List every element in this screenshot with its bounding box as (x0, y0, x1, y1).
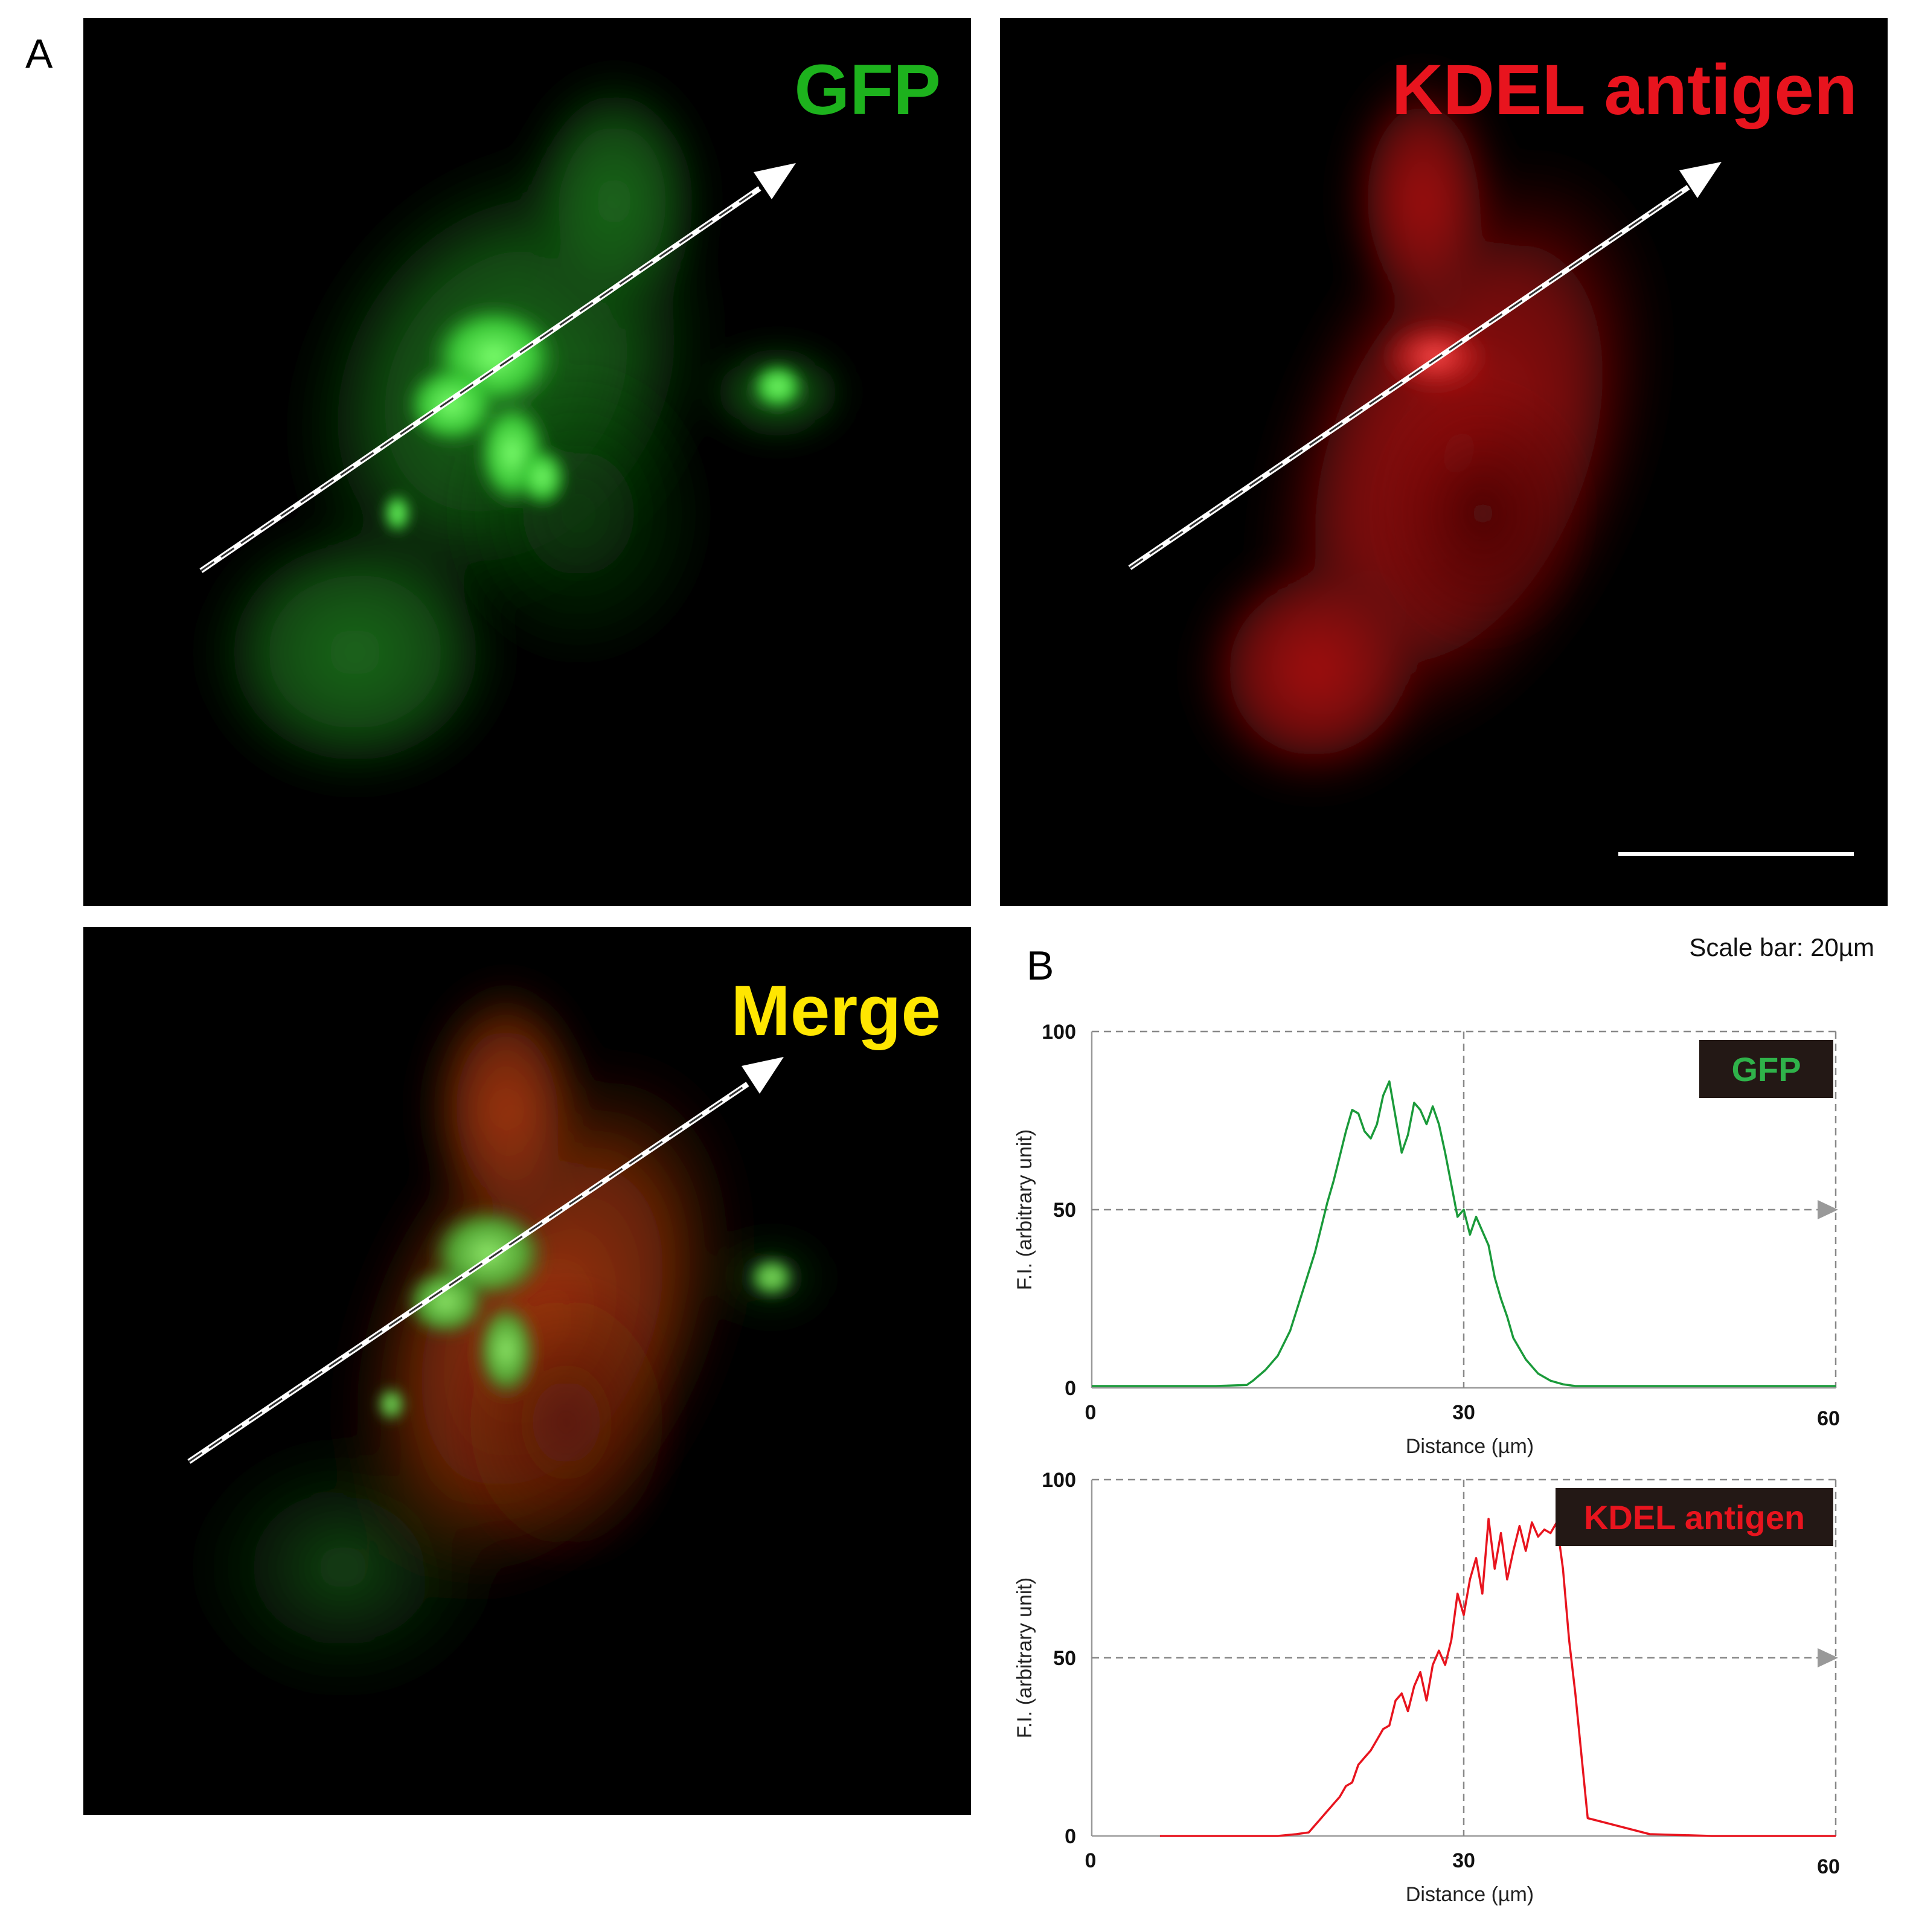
kdel-micrograph: KDEL antigen (1000, 18, 1888, 906)
kdel-x-tick-label: 60 (1817, 1855, 1840, 1878)
kdel-hgrid-arrowhead (1818, 1648, 1838, 1667)
kdel-x-tick-label: 30 (1452, 1849, 1475, 1872)
gfp-image-label: GFP (794, 50, 941, 130)
gfp-hgrid-arrowhead (1818, 1200, 1838, 1219)
scale-bar-caption: Scale bar: 20µm (1689, 933, 1874, 961)
kdel-x-axis-title: Distance (µm) (1406, 1883, 1534, 1906)
gfp-y-tick-label: 0 (1065, 1377, 1076, 1400)
gfp-micrograph: GFP (83, 18, 971, 906)
kdel-y-tick-label: 0 (1065, 1825, 1076, 1848)
kdel-profile-chart: 0 50 100 0 30 60 Distance (µm) F.I. (arbitrary … (1002, 1462, 1896, 1921)
merge-image-label: Merge (731, 971, 941, 1051)
gfp-x-tick-label: 30 (1452, 1401, 1475, 1424)
panel-letter-a: A (25, 31, 53, 77)
gfp-profile-svg: 0 50 100 0 30 60 Distance (µm) F.I. (arbitrary … (1013, 1021, 1840, 1458)
kdel-y-axis-title: F.I. (arbitrary unit) (1013, 1577, 1036, 1738)
merge-micrograph: Merge (83, 927, 971, 1815)
kdel-y-tick-label: 50 (1053, 1647, 1076, 1670)
panel-letter-b: B (1027, 943, 1054, 989)
gfp-x-tick-label: 0 (1085, 1401, 1097, 1424)
gfp-legend-label: GFP (1731, 1050, 1801, 1088)
gfp-legend-box (1699, 1040, 1833, 1098)
gfp-x-axis-title: Distance (µm) (1406, 1435, 1534, 1458)
kdel-profile-svg: 0 50 100 0 30 60 Distance (µm) F.I. (arbitrary … (1013, 1469, 1840, 1906)
gfp-y-tick-label: 100 (1042, 1021, 1076, 1044)
gfp-y-tick-label: 50 (1053, 1199, 1076, 1222)
gfp-x-tick-label: 60 (1817, 1407, 1840, 1430)
gfp-y-axis-title: F.I. (arbitrary unit) (1013, 1129, 1036, 1290)
kdel-x-tick-label: 0 (1085, 1849, 1097, 1872)
gfp-series-line (1092, 1080, 1836, 1387)
kdel-legend-label: KDEL antigen (1584, 1498, 1805, 1536)
kdel-legend-box (1556, 1488, 1833, 1546)
kdel-image-label: KDEL antigen (1391, 50, 1857, 130)
kdel-y-tick-label: 100 (1042, 1469, 1076, 1492)
kdel-series-line (1159, 1518, 1836, 1837)
gfp-profile-chart: 0 50 100 0 30 60 Distance (µm) F.I. (arbitrary … (1002, 1015, 1896, 1458)
